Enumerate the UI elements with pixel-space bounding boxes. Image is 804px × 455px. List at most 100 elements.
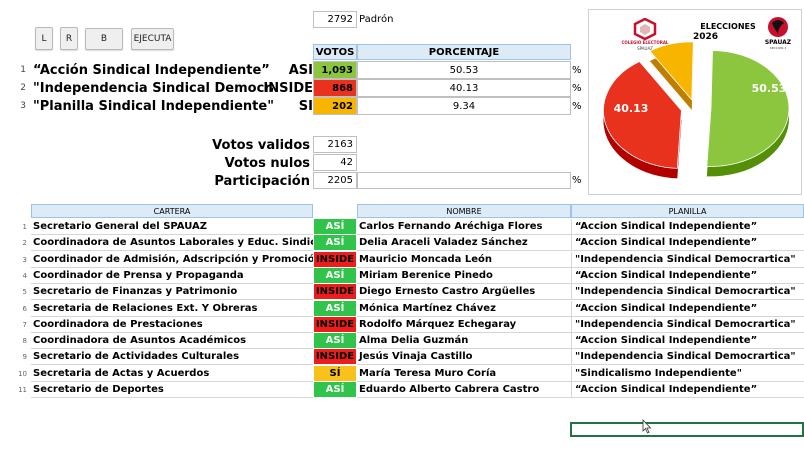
votos-nulos-label: Votos nulos <box>224 155 310 171</box>
colegio-electoral-logo-mark <box>633 17 657 41</box>
table-cartera-cell[interactable]: Coordinador de Admisión, Adscripción y P… <box>31 252 313 268</box>
table-nombre-cell[interactable]: Delia Araceli Valadez Sánchez <box>357 235 571 251</box>
table-cartera-cell[interactable]: Secretario de Actividades Culturales <box>31 349 313 365</box>
table-row-number: 3 <box>22 256 27 264</box>
candidate-votes[interactable]: 868 <box>313 79 357 97</box>
candidate-pct-sign: % <box>572 100 582 112</box>
table-cartera-cell[interactable]: Secretario de Deportes <box>31 382 313 398</box>
table-planilla-cell[interactable]: "Sindicalismo Independiente" <box>571 366 804 382</box>
table-nombre-cell[interactable]: Miriam Berenice Pinedo <box>357 268 571 284</box>
table-planilla-cell[interactable]: “Accion Sindical Independiente” <box>571 219 804 235</box>
r-button[interactable]: R <box>60 27 78 50</box>
table-badge-cell[interactable]: ASÍ <box>314 219 356 235</box>
table-badge-cell[interactable]: SÍ <box>314 366 356 382</box>
colegio-electoral-logo: COLEGIO ELECTORAL SPAUAZ <box>615 17 675 52</box>
table-planilla-cell[interactable]: "Independencia Sindical Democrartica" <box>571 284 804 300</box>
candidate-row-number: 2 <box>20 83 26 93</box>
table-row-number: 11 <box>18 386 27 394</box>
votos-validos-value[interactable]: 2163 <box>313 136 357 153</box>
table-planilla-cell[interactable]: "Independencia Sindical Democrartica" <box>571 252 804 268</box>
candidate-votes[interactable]: 1,093 <box>313 61 357 79</box>
table-nombre-cell[interactable]: Rodolfo Márquez Echegaray <box>357 317 571 333</box>
table-planilla-cell[interactable]: “Accion Sindical Independiente” <box>571 333 804 349</box>
table-cartera-cell[interactable]: Secretaria de Relaciones Ext. Y Obreras <box>31 301 313 317</box>
table-nombre-cell[interactable]: Diego Ernesto Castro Argüelles <box>357 284 571 300</box>
pie-slice-si[interactable] <box>649 41 694 101</box>
table-nombre-cell[interactable]: Carlos Fernando Aréchiga Flores <box>357 219 571 235</box>
candidate-abbr: SI <box>298 98 313 114</box>
spauaz-logo: SPAUAZ SECCIÓN 1 <box>761 15 795 50</box>
table-row-number: 5 <box>22 288 27 296</box>
table-badge-cell[interactable]: ASÍ <box>314 333 356 349</box>
selected-cell[interactable] <box>570 422 804 437</box>
participacion-label: Participación <box>214 173 310 189</box>
candidate-abbr: INSIDE <box>263 80 313 96</box>
candidate-percentage[interactable]: 40.13 <box>357 79 571 97</box>
spauaz-logo-text: SPAUAZ <box>764 39 792 46</box>
votos-nulos-value[interactable]: 42 <box>313 154 357 171</box>
spauaz-logo-mark <box>768 17 788 37</box>
candidate-percentage[interactable]: 9.34 <box>357 97 571 115</box>
colegio-electoral-text: COLEGIO ELECTORAL <box>621 40 669 45</box>
table-nombre-cell[interactable]: Jesús Vinaja Castillo <box>357 349 571 365</box>
candidate-row-number: 3 <box>20 101 26 111</box>
ejecuta-button[interactable]: EJECUTA <box>131 28 174 50</box>
table-badge-cell[interactable]: ASÍ <box>314 268 356 284</box>
table-planilla-cell[interactable]: "Independencia Sindical Democrartica" <box>571 317 804 333</box>
pie-label-inside: 40.13 <box>614 102 649 115</box>
table-planilla-cell[interactable]: “Accion Sindical Independiente” <box>571 382 804 398</box>
table-cartera-cell[interactable]: Secretario General del SPAUAZ <box>31 219 313 235</box>
candidate-votes[interactable]: 202 <box>313 97 357 115</box>
table-cartera-cell[interactable]: Coordinadora de Asuntos Laborales y Educ… <box>31 235 313 251</box>
table-row-number: 1 <box>22 223 27 231</box>
table-cartera-cell[interactable]: Coordinadora de Asuntos Académicos <box>31 333 313 349</box>
candidate-name: "Independencia Sindical Democrática" <box>33 80 273 96</box>
table-nombre-cell[interactable]: Mauricio Moncada León <box>357 252 571 268</box>
table-planilla-cell[interactable]: "Independencia Sindical Democrartica" <box>571 349 804 365</box>
candidate-name: "Planilla Sindical Independiente" <box>33 98 273 114</box>
participacion-value[interactable]: 2205 <box>313 172 357 189</box>
table-planilla-cell[interactable]: “Accion Sindical Independiente” <box>571 301 804 317</box>
cartera-header: CARTERA <box>31 204 313 218</box>
pie-slice-inside[interactable] <box>603 61 682 169</box>
b-button[interactable]: B <box>85 28 123 50</box>
table-planilla-cell[interactable]: “Accion Sindical Independiente” <box>571 235 804 251</box>
votos-header: VOTOS <box>313 44 357 60</box>
participacion-pct-cell[interactable] <box>357 172 571 189</box>
candidate-pct-sign: % <box>572 64 582 76</box>
table-row-number: 7 <box>22 321 27 329</box>
table-badge-cell[interactable]: ASÍ <box>314 382 356 398</box>
table-row-number: 4 <box>22 272 27 280</box>
table-cartera-cell[interactable]: Secretario de Finanzas y Patrimonio <box>31 284 313 300</box>
participacion-pct-sign: % <box>572 175 582 186</box>
table-badge-cell[interactable]: INSIDE <box>314 252 356 268</box>
table-nombre-cell[interactable]: Mónica Martínez Chávez <box>357 301 571 317</box>
table-row-number: 2 <box>22 239 27 247</box>
table-cartera-cell[interactable]: Secretaria de Actas y Acuerdos <box>31 366 313 382</box>
chart-title-line1: ELECCIONES <box>700 22 756 31</box>
table-badge-cell[interactable]: INSIDE <box>314 284 356 300</box>
candidate-name: “Acción Sindical Independiente” <box>33 62 270 78</box>
table-nombre-cell[interactable]: Eduardo Alberto Cabrera Castro <box>357 382 571 398</box>
pie-chart[interactable]: 50.53 40.13 <box>589 40 801 194</box>
padron-value[interactable]: 2792 <box>313 11 357 28</box>
table-nombre-cell[interactable]: María Teresa Muro Coría <box>357 366 571 382</box>
candidate-abbr: ASI <box>288 62 313 78</box>
chart-panel[interactable]: COLEGIO ELECTORAL SPAUAZ ELECCIONES 2026… <box>588 9 802 195</box>
table-badge-cell[interactable]: ASÍ <box>314 301 356 317</box>
table-badge-cell[interactable]: INSIDE <box>314 317 356 333</box>
table-planilla-cell[interactable]: “Accion Sindical Independiente” <box>571 268 804 284</box>
table-nombre-cell[interactable]: Alma Delia Guzmán <box>357 333 571 349</box>
table-row-number: 10 <box>18 370 27 378</box>
table-cartera-cell[interactable]: Coordinadora de Prestaciones <box>31 317 313 333</box>
candidate-percentage[interactable]: 50.53 <box>357 61 571 79</box>
table-cartera-cell[interactable]: Coordinador de Prensa y Propaganda <box>31 268 313 284</box>
l-button[interactable]: L <box>35 27 53 50</box>
table-badge-cell[interactable]: INSIDE <box>314 349 356 365</box>
table-badge-cell[interactable]: ASÍ <box>314 235 356 251</box>
spauaz-logo-sub: SECCIÓN 1 <box>769 46 787 50</box>
pie-label-asi: 50.53 <box>752 82 787 95</box>
pie-slice-asi[interactable] <box>706 50 790 167</box>
table-row-number: 8 <box>22 337 27 345</box>
candidate-row-number: 1 <box>20 65 26 75</box>
